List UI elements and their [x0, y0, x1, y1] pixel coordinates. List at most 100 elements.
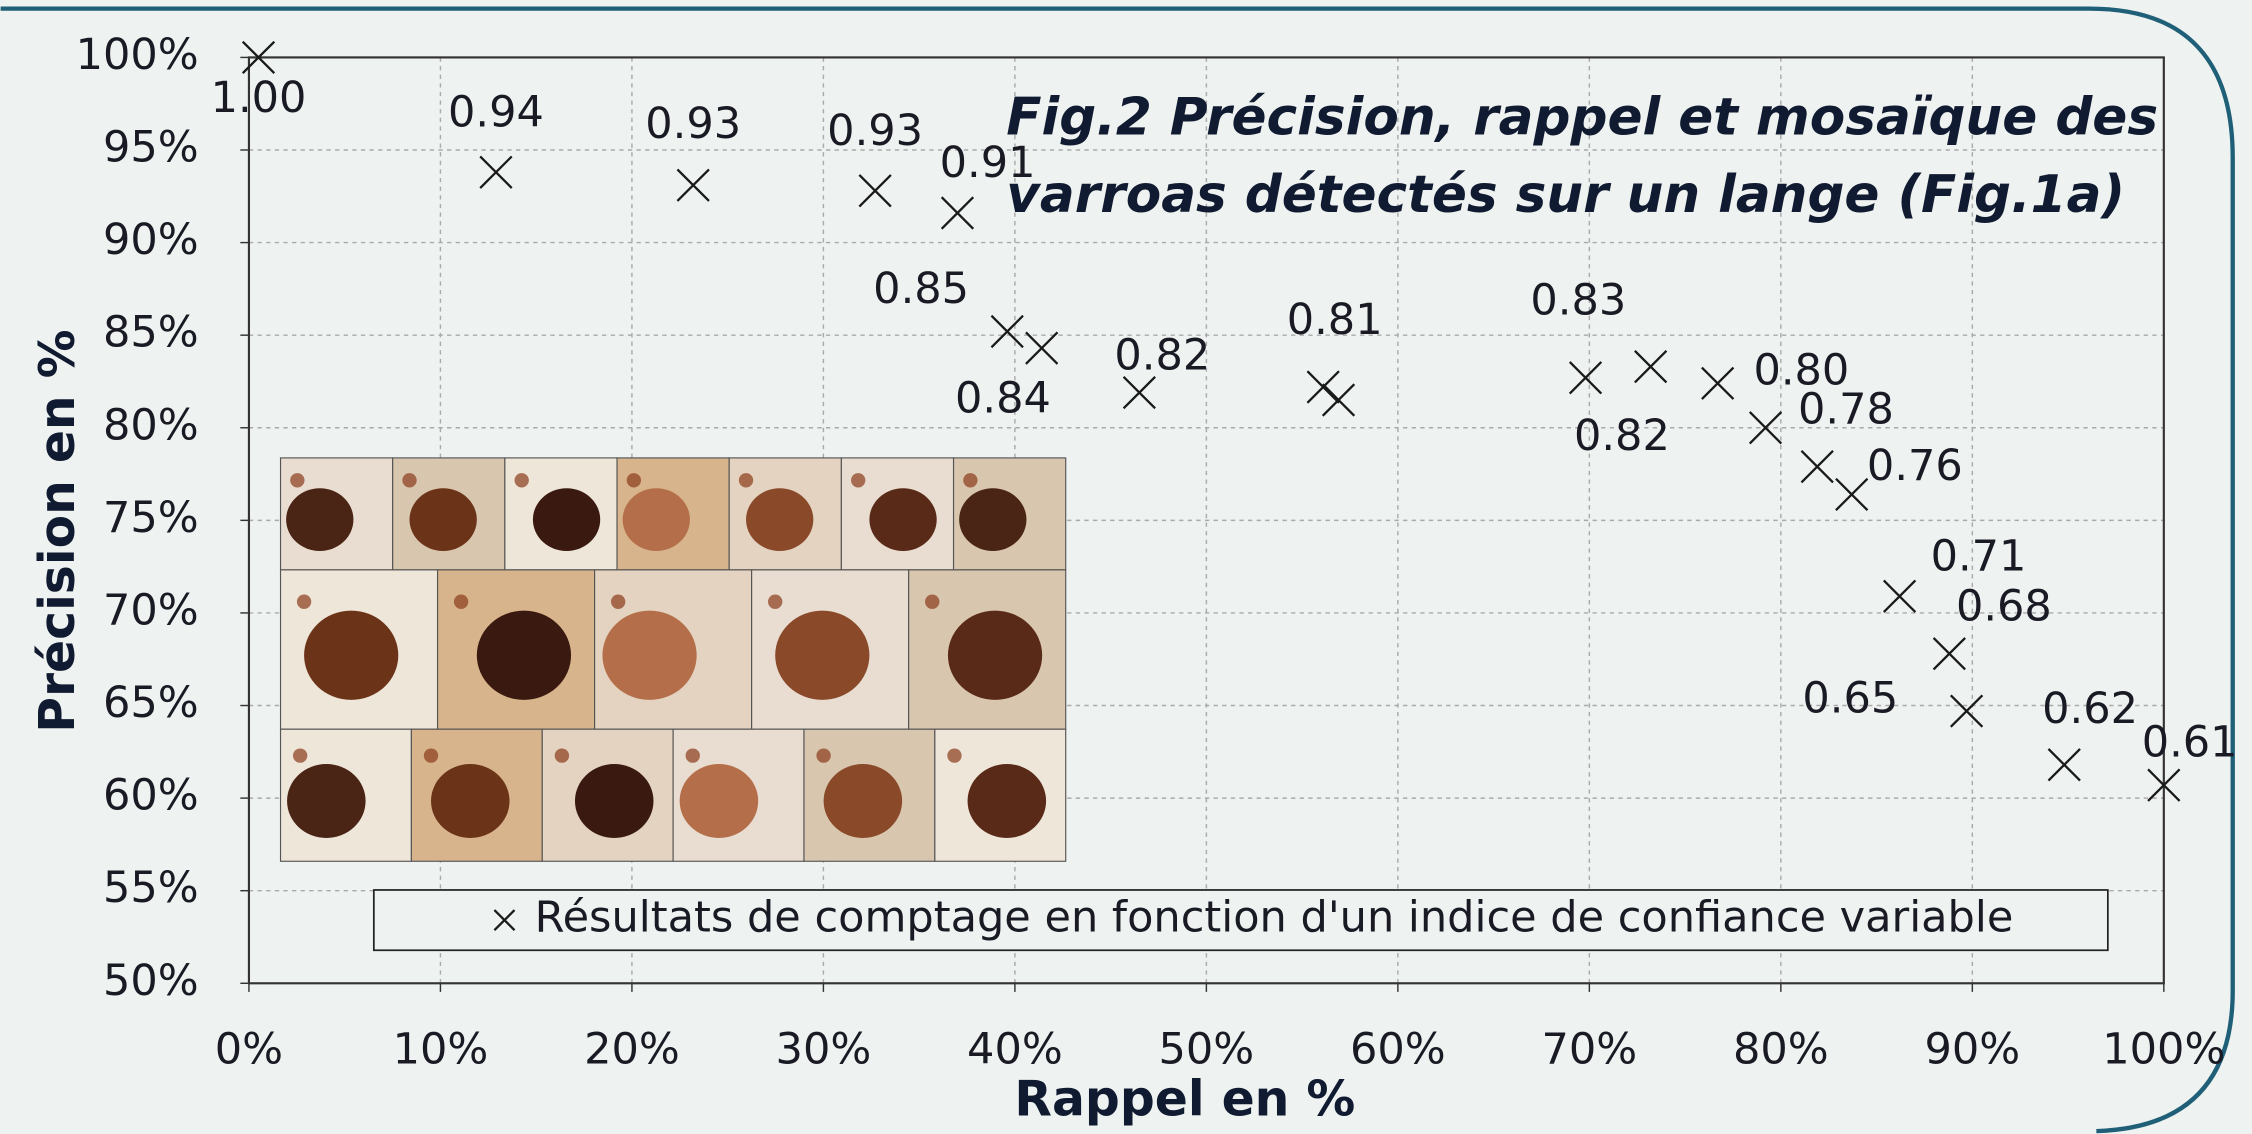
- point-label: 0.84: [955, 374, 1051, 424]
- point: [1951, 695, 1983, 727]
- mite: [948, 611, 1042, 700]
- y-tick-label: 70%: [103, 585, 199, 635]
- y-tick-label: 90%: [103, 215, 199, 265]
- debris: [627, 473, 641, 487]
- debris: [293, 748, 307, 762]
- point-label: 0.83: [1530, 276, 1626, 326]
- point: [1702, 368, 1734, 400]
- mite: [410, 488, 477, 551]
- debris: [739, 473, 753, 487]
- chart-title: Fig.2 Précision, rappel et mosaïque des: [1006, 88, 2158, 148]
- debris: [454, 595, 468, 609]
- debris: [515, 473, 529, 487]
- point: [1934, 638, 1966, 670]
- point: [1570, 362, 1602, 394]
- mite: [304, 611, 398, 700]
- debris: [424, 748, 438, 762]
- point: [1124, 377, 1156, 409]
- point-label: 0.68: [1956, 582, 2052, 632]
- mite: [869, 488, 936, 551]
- point-label: 0.61: [2142, 717, 2238, 767]
- mite: [959, 488, 1026, 551]
- x-tick-label: 10%: [393, 1025, 489, 1075]
- debris: [768, 595, 782, 609]
- x-tick-label: 90%: [1924, 1025, 2020, 1075]
- x-tick-label: 20%: [584, 1025, 680, 1075]
- point-label: 0.85: [873, 264, 969, 314]
- point-label: 0.71: [1931, 531, 2027, 581]
- y-tick-label: 65%: [103, 678, 199, 728]
- debris: [611, 595, 625, 609]
- x-tick-label: 50%: [1159, 1025, 1255, 1075]
- point-label: 0.93: [645, 99, 741, 149]
- y-tick-label: 75%: [103, 493, 199, 543]
- point: [677, 169, 709, 201]
- y-axis-title: Précision en %: [29, 329, 86, 732]
- point: [859, 175, 891, 207]
- debris: [290, 473, 304, 487]
- point-label: 1.00: [211, 73, 307, 123]
- mite: [286, 488, 353, 551]
- point-label: 0.93: [827, 106, 923, 156]
- mite: [775, 611, 869, 700]
- point-label: 0.91: [940, 138, 1036, 188]
- point-label: 0.82: [1574, 411, 1670, 461]
- point-label: 0.81: [1287, 295, 1383, 345]
- y-tick-label: 80%: [103, 400, 199, 450]
- mite: [968, 764, 1047, 838]
- x-tick-label: 40%: [967, 1025, 1063, 1075]
- chart-title: varroas détectés sur un lange (Fig.1a): [1006, 165, 2125, 225]
- mite: [602, 611, 696, 700]
- point: [1323, 384, 1355, 416]
- point: [1307, 371, 1339, 403]
- mite: [575, 764, 654, 838]
- point-label: 0.94: [448, 87, 544, 137]
- point: [480, 156, 512, 188]
- y-tick-label: 85%: [103, 308, 199, 358]
- debris: [963, 473, 977, 487]
- x-tick-label: 100%: [2102, 1025, 2225, 1075]
- chart: Fig.2 Précision, rappel et mosaïque des …: [0, 0, 2252, 1134]
- mite: [680, 764, 759, 838]
- debris: [686, 748, 700, 762]
- debris: [402, 473, 416, 487]
- mite: [287, 764, 366, 838]
- y-tick-label: 95%: [103, 123, 199, 173]
- debris: [851, 473, 865, 487]
- page: {"chart_data": { "type": "scatter", "tit…: [0, 0, 2252, 1134]
- y-tick-label: 60%: [103, 771, 199, 821]
- x-tick-label: 30%: [776, 1025, 872, 1075]
- mite: [623, 488, 690, 551]
- legend: Résultats de comptage en fonction d'un i…: [374, 890, 2108, 950]
- debris: [555, 748, 569, 762]
- point-label: 0.76: [1867, 441, 1963, 491]
- point: [991, 316, 1023, 348]
- x-tick-label: 80%: [1733, 1025, 1829, 1075]
- point-label: 0.78: [1798, 385, 1894, 435]
- mite: [533, 488, 600, 551]
- point: [942, 197, 974, 229]
- point-label: 0.82: [1114, 331, 1210, 381]
- legend-label: Résultats de comptage en fonction d'un i…: [535, 893, 2014, 943]
- x-tick-label: 0%: [215, 1025, 283, 1075]
- mosaic-image: [281, 458, 1066, 861]
- x-tick-label: 70%: [1542, 1025, 1638, 1075]
- debris: [816, 748, 830, 762]
- y-tick-label: 100%: [76, 30, 199, 80]
- y-tick-label: 50%: [103, 956, 199, 1006]
- x-tick-label: 60%: [1350, 1025, 1446, 1075]
- x-axis-title: Rappel en %: [1014, 1070, 1355, 1127]
- y-tick-label: 55%: [103, 863, 199, 913]
- debris: [925, 595, 939, 609]
- debris: [947, 748, 961, 762]
- point-label: 0.65: [1802, 674, 1898, 724]
- point: [1884, 580, 1916, 612]
- point-label: 0.62: [2042, 684, 2138, 734]
- mite: [431, 764, 510, 838]
- point: [1026, 332, 1058, 364]
- debris: [297, 595, 311, 609]
- point: [1836, 479, 1868, 511]
- point: [1635, 351, 1667, 383]
- point: [1801, 451, 1833, 483]
- mite: [477, 611, 571, 700]
